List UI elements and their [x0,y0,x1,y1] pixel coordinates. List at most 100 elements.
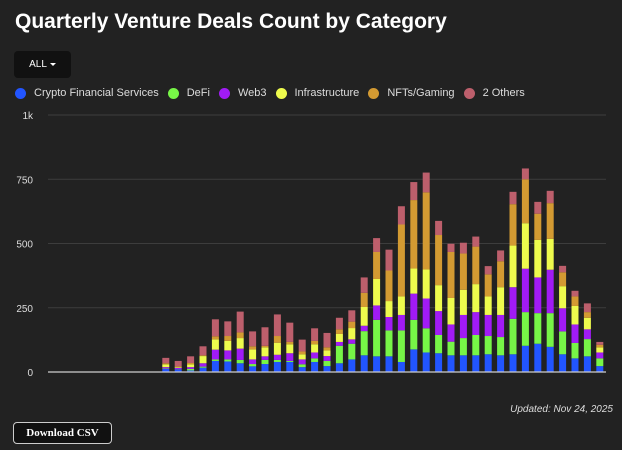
bar-segment [261,327,269,346]
bar-segment [236,359,244,364]
bar-segment [348,310,356,322]
bar-segment [596,344,604,348]
legend-dot-icon [15,87,26,99]
bar-segment [521,268,529,313]
legend-label: 2 Others [482,87,525,99]
bar-segment [534,213,542,240]
bar-segment [596,366,604,372]
bar-segment [249,359,257,365]
bar-segment [521,345,529,372]
bar-segment [459,253,467,290]
bar-segment [298,367,306,372]
stacked-bar-chart: 0 250 500 750 1k [16,111,606,379]
bar-segment [472,334,480,356]
bar-segment [410,349,418,372]
bar-segment [298,364,306,368]
bar-segment [447,324,455,342]
bar-segment [571,290,579,297]
bar-segment [497,314,505,338]
bar-segment [559,308,567,332]
bar-segment [559,265,567,273]
bar-segment [509,354,517,372]
bar-segment [273,342,281,355]
bar-segment [410,182,418,201]
bar-segment [311,358,319,362]
bar-segment [311,340,319,345]
bar-segment [298,354,306,360]
bar-segment [397,296,405,315]
bar-segment [583,303,591,313]
bar-segment [298,351,306,355]
bar-segment [559,272,567,287]
bar-segment [224,321,232,337]
bar-segment [174,369,182,372]
bar-segment [397,224,405,297]
bar-segment [559,331,567,355]
bar-segment [497,355,505,372]
legend-dot-icon [218,87,230,99]
legend-item[interactable]: Crypto Financial Services [15,87,159,99]
bar-segment [571,305,579,325]
legend-item[interactable]: NFTs/Gaming [368,87,455,99]
bar-segment [236,311,244,333]
bar-segment [323,366,331,372]
bar-segment [435,235,443,286]
caret-down-icon [49,63,56,66]
bar-segment [422,298,430,329]
bar-segment [187,356,195,364]
bar-segment [410,268,418,294]
bar-segment [459,355,467,372]
bar-segment [571,324,579,343]
bar-segment [583,356,591,372]
bar-segment [174,360,182,367]
bar-segment [571,342,579,359]
legend-item[interactable]: Infrastructure [275,87,359,99]
bar-segment [360,325,368,332]
bar-segment [323,356,331,361]
legend-item[interactable]: 2 Others [463,87,525,99]
bar-segment [224,350,232,360]
bar-segment [286,361,294,372]
bar-segment [385,317,393,331]
filter-dropdown[interactable]: ALL [14,51,71,78]
bar-segment [224,361,232,372]
bar-segment [422,352,430,372]
bar-segment [162,364,170,368]
bar-segment [236,332,244,339]
bar-segment [323,360,331,367]
bar-segment [484,266,492,275]
bar-segment [497,287,505,315]
bar-segment [373,319,381,357]
bar-segment [199,363,207,367]
bar-segment [509,204,517,246]
bar-segment [298,359,306,365]
bar-segment [583,329,591,340]
bar-segment [435,285,443,312]
bar-segment [298,339,306,352]
bar-segment [224,340,232,351]
bar-segment [162,357,170,364]
bar-segment [261,345,269,348]
bar-segment [187,370,195,372]
legend-item[interactable]: Web3 [218,87,267,99]
bar-segment [249,349,257,360]
bar-segment [484,296,492,315]
bar-segment [447,297,455,325]
bar-segment [596,341,604,345]
legend: Crypto Financial Services DeFi Web3 Infrast… [15,87,525,99]
bar-segment [249,346,257,350]
bar-segment [348,321,356,329]
bar-segment [335,317,343,330]
download-csv-button[interactable]: Download CSV [13,422,112,444]
bar-segment [385,330,393,357]
bar-segment [286,353,294,361]
bar-segment [497,250,505,262]
bar-segment [286,360,294,362]
bar-segment [373,356,381,372]
chart-title: Quarterly Venture Deals Count by Categor… [15,10,447,33]
legend-item[interactable]: DeFi [167,87,210,99]
bar-segment [559,286,567,309]
updated-timestamp: Updated: Nov 24, 2025 [510,404,613,415]
bar-segment [534,343,542,372]
legend-dot-icon [368,87,380,99]
